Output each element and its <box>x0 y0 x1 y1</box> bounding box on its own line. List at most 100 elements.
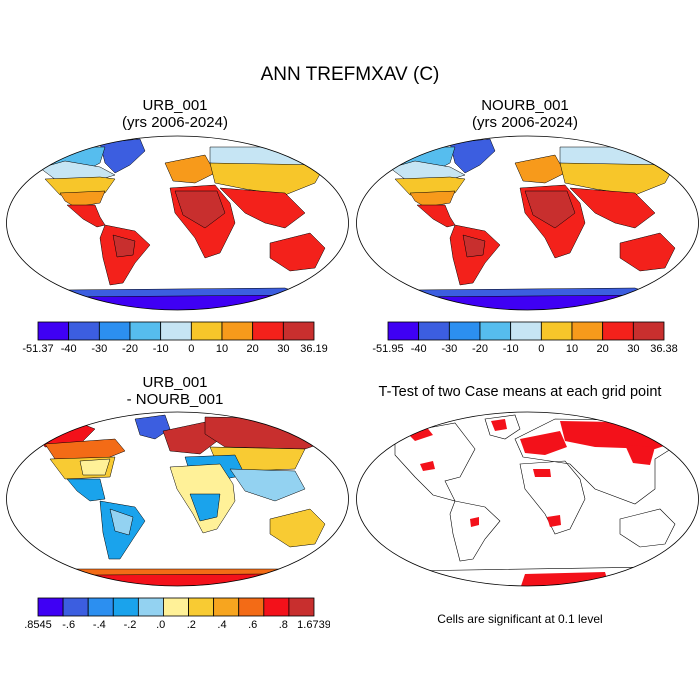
colorbar-tick-label: 0 <box>188 343 194 354</box>
region-south-america-interior <box>112 234 136 258</box>
colorbar-tick-label: -.6 <box>62 619 75 630</box>
colorbar-tick-label: 36.38 <box>650 343 678 354</box>
colorbar-swatch <box>418 321 450 341</box>
signif-africa-south <box>547 515 561 527</box>
colorbar-swatch <box>252 321 284 341</box>
region-greenland <box>134 414 171 440</box>
region-sahara <box>174 190 226 229</box>
map-border <box>356 135 699 311</box>
colorbar-swatch <box>448 321 481 341</box>
signif-antarctica <box>520 572 610 586</box>
colorbar-tick-label: -40 <box>411 343 427 354</box>
colorbar-tick-label: 0 <box>538 343 544 354</box>
region-sahara <box>524 190 576 229</box>
signif-north-america <box>420 461 435 471</box>
colorbar-tick-label: .0 <box>156 619 165 630</box>
signif-asia <box>625 445 655 465</box>
colorbar-swatch <box>160 321 192 341</box>
colorbar-tick-label: -40 <box>61 343 77 354</box>
figure-title: ANN TREFMXAV (C) <box>260 64 440 85</box>
signif-europe <box>520 431 567 455</box>
region-north-america-south <box>59 190 106 208</box>
colorbar-swatch <box>510 321 542 341</box>
map-land <box>6 138 349 310</box>
region-usa-east <box>79 458 111 476</box>
colorbar-tick-label: 10 <box>566 343 578 354</box>
colorbar-swatch <box>68 321 100 341</box>
region-canada <box>44 438 126 460</box>
region-india-china <box>229 468 306 502</box>
colorbar-tick-label: .8545 <box>24 619 52 630</box>
map-border <box>356 411 699 587</box>
colorbar-tick-label: -20 <box>472 343 488 354</box>
map-border <box>6 135 349 311</box>
signif-greenland <box>491 419 507 431</box>
colorbar-urb: -51.37 -40 -30 -20 -10 0 10 20 30 36.19 <box>22 321 328 354</box>
colorbar-tick-label: -10 <box>153 343 169 354</box>
map-land <box>6 414 349 586</box>
colorbar-difference: .8545 -.6 -.4 -.2 .0 .2 .4 .6 .8 1.6739 <box>24 597 330 630</box>
colorbar-tick-label: -10 <box>503 343 519 354</box>
map-significance <box>356 411 699 587</box>
region-europe <box>164 154 216 184</box>
colorbar-tick-label: .4 <box>217 619 226 630</box>
colorbar-swatch <box>282 321 315 341</box>
colorbar-tick-label: 30 <box>277 343 289 354</box>
region-central-america <box>66 204 106 228</box>
colorbar-tick-label: 30 <box>627 343 639 354</box>
colorbar-swatch <box>213 597 240 617</box>
colorbar-tick-label: -51.37 <box>22 343 53 354</box>
map-urb-temperature <box>6 135 349 311</box>
colorbar-tick-label: 20 <box>247 343 259 354</box>
region-south-america-interior <box>462 234 486 258</box>
colorbar-swatch <box>37 597 64 617</box>
colorbar-swatch <box>632 321 665 341</box>
panel-title-line2: - NOURB_001 <box>126 391 224 408</box>
colorbar-swatch <box>190 321 223 341</box>
colorbar-tick-label: .8 <box>279 619 288 630</box>
colorbar-swatch <box>387 321 420 341</box>
colorbar-nourb: -51.95 -40 -30 -20 -10 0 10 20 30 36.38 <box>372 321 678 354</box>
panel-title-line2: (yrs 2006-2024) <box>472 114 578 131</box>
colorbar-swatch <box>129 321 162 341</box>
region-russia <box>204 416 341 450</box>
colorbar-swatch <box>571 321 604 341</box>
region-greenland <box>449 138 496 174</box>
coast-north-america <box>394 422 476 502</box>
region-europe <box>514 154 566 184</box>
colorbar-tick-label: 1.6739 <box>297 619 330 630</box>
colorbar-swatch <box>137 597 164 617</box>
colorbar-swatch <box>87 597 114 617</box>
region-antarctica-inner <box>94 573 266 586</box>
region-australia <box>619 232 676 272</box>
map-land <box>356 138 699 310</box>
panel-title-nourb: NOURB_001 (yrs 2006-2024) <box>405 97 645 131</box>
region-greenland <box>99 138 146 174</box>
region-asia-south <box>569 187 656 229</box>
region-south-america-patch <box>109 508 134 536</box>
signif-south-america <box>470 517 479 527</box>
region-africa-central <box>189 493 221 522</box>
colorbar-tick-label: 10 <box>216 343 228 354</box>
panel-title-difference: URB_001 - NOURB_001 <box>55 374 295 408</box>
coast-south-america <box>449 500 501 562</box>
map-nourb-temperature <box>356 135 699 311</box>
region-asia-south <box>219 187 306 229</box>
coast-greenland <box>484 414 521 440</box>
region-north-america-mid <box>394 176 466 196</box>
colorbar-tick-label: -30 <box>91 343 107 354</box>
colorbar-swatch <box>112 597 139 617</box>
colorbar-swatch <box>263 597 290 617</box>
colorbar-tick-label: -51.95 <box>372 343 403 354</box>
coast-australia <box>619 508 676 548</box>
colorbar-swatch <box>238 597 265 617</box>
signif-sahara <box>533 469 551 477</box>
colorbar-swatch <box>479 321 512 341</box>
colorbar-tick-label: -20 <box>122 343 138 354</box>
panel-title-line1: URB_001 <box>142 97 208 114</box>
colorbar-tick-label: -30 <box>441 343 457 354</box>
signif-alaska <box>405 425 433 441</box>
colorbar-tick-label: 20 <box>597 343 609 354</box>
colorbar-tick-label: -.2 <box>124 619 137 630</box>
colorbar-tick-label: -.4 <box>93 619 106 630</box>
